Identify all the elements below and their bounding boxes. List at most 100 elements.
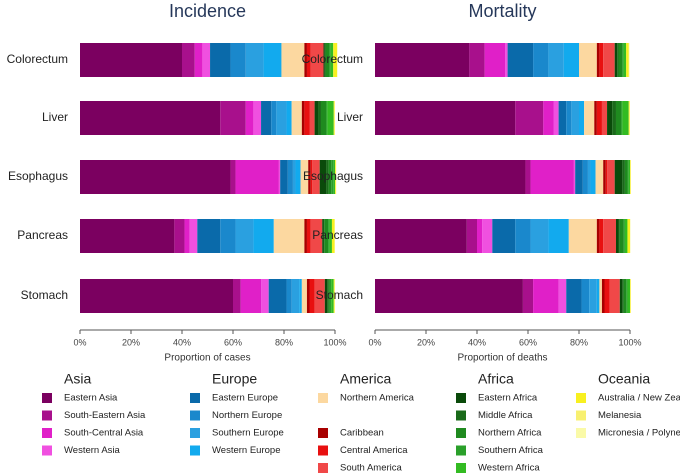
bar-segment <box>622 101 629 135</box>
bar-segment <box>309 279 315 313</box>
bar-segment <box>276 101 287 135</box>
bar-segment <box>261 101 272 135</box>
bar-segment <box>533 43 549 77</box>
legend-swatch <box>42 445 52 456</box>
bar-segment <box>329 279 332 313</box>
bar-segment <box>189 219 198 253</box>
bar-segment <box>253 219 274 253</box>
bar-segment <box>287 160 293 194</box>
legend-label: Northern Europe <box>212 410 282 421</box>
bar-segment <box>273 219 305 253</box>
legend-label: Middle Africa <box>478 410 533 421</box>
bar-segment <box>80 160 231 194</box>
legend-swatch <box>456 410 466 421</box>
bar-segment <box>607 101 613 135</box>
category-label: Liver <box>42 110 68 124</box>
bar-segment <box>615 101 622 135</box>
bar-segment <box>333 160 335 194</box>
bar-segment <box>309 101 315 135</box>
bar-segment <box>614 160 623 194</box>
bar-segment <box>626 43 629 77</box>
bar-segment <box>614 43 618 77</box>
bar-segment <box>220 219 236 253</box>
legend-swatch <box>318 463 328 473</box>
bar-segment <box>525 160 531 194</box>
category-label: Stomach <box>21 288 68 302</box>
legend-label: Eastern Europe <box>212 393 278 404</box>
legend-swatch <box>576 410 586 421</box>
bar-segment <box>310 160 313 194</box>
bar-segment <box>558 279 567 313</box>
legend-label: Melanesia <box>598 410 642 421</box>
bar-segment <box>304 43 307 77</box>
legend-group-title: Europe <box>212 371 257 387</box>
bar-segment <box>261 279 269 313</box>
bar-segment <box>627 160 629 194</box>
bar-segment <box>80 101 221 135</box>
bar-segment <box>596 219 600 253</box>
bar-segment <box>603 160 606 194</box>
bar-segment <box>623 43 627 77</box>
bar-segment <box>621 101 623 135</box>
bar-segment <box>630 279 631 313</box>
category-label: Esophagus <box>8 169 68 183</box>
x-tick-label: 40% <box>468 337 486 347</box>
bar-segment <box>612 101 616 135</box>
bar-segment <box>318 101 321 135</box>
bar-segment <box>194 43 203 77</box>
bar-segment <box>335 160 336 194</box>
bar-segment <box>210 43 231 77</box>
legend-swatch <box>42 428 52 438</box>
x-axis-label: Proportion of cases <box>164 353 250 364</box>
bar-segment <box>375 43 470 77</box>
bar-segment <box>230 160 236 194</box>
bar-segment <box>323 219 325 253</box>
bar-segment <box>235 160 279 194</box>
bar-segment <box>522 279 534 313</box>
bar-segment <box>245 101 254 135</box>
bar-segment <box>333 101 335 135</box>
x-tick-label: 20% <box>122 337 140 347</box>
bar-segment <box>587 160 591 194</box>
legend-swatch <box>318 428 328 438</box>
bar-segment <box>291 279 300 313</box>
x-tick-label: 80% <box>275 337 293 347</box>
bar-segment <box>615 219 619 253</box>
bar-segment <box>240 279 262 313</box>
category-label: Stomach <box>316 288 363 302</box>
bar-segment <box>319 160 327 194</box>
category-label: Colorectum <box>7 52 68 66</box>
bar-segment <box>306 43 311 77</box>
category-label: Pancreas <box>17 228 68 242</box>
bar-segment <box>291 101 302 135</box>
bar-segment <box>601 279 605 313</box>
bar-segment <box>617 43 619 77</box>
legend-label: Western Asia <box>64 445 121 456</box>
legend-label: Northern Africa <box>478 428 542 439</box>
bar-segment <box>306 279 310 313</box>
bar-segment <box>596 43 600 77</box>
bar-segment <box>626 279 628 313</box>
legend-group-title: Oceania <box>598 371 650 387</box>
bar-segment <box>618 219 620 253</box>
bar-segment <box>245 43 264 77</box>
legend-swatch <box>190 410 200 421</box>
bar-segment <box>268 279 287 313</box>
bar-segment <box>579 101 585 135</box>
bar-segment <box>599 279 602 313</box>
chart-title: Incidence <box>169 1 246 21</box>
x-tick-label: 100% <box>323 337 346 347</box>
bar-segment <box>331 219 335 253</box>
x-tick-label: 0% <box>73 337 86 347</box>
bar-segment <box>278 160 281 194</box>
x-tick-label: 0% <box>368 337 381 347</box>
bar-segment <box>304 219 307 253</box>
bar-segment <box>596 279 600 313</box>
legend-label: Australia / New Zealand <box>598 393 680 404</box>
chart-title: Mortality <box>468 1 536 21</box>
bar-segment <box>482 219 493 253</box>
bar-segment <box>325 43 330 77</box>
bar-segment <box>515 219 531 253</box>
bar-segment <box>182 43 195 77</box>
